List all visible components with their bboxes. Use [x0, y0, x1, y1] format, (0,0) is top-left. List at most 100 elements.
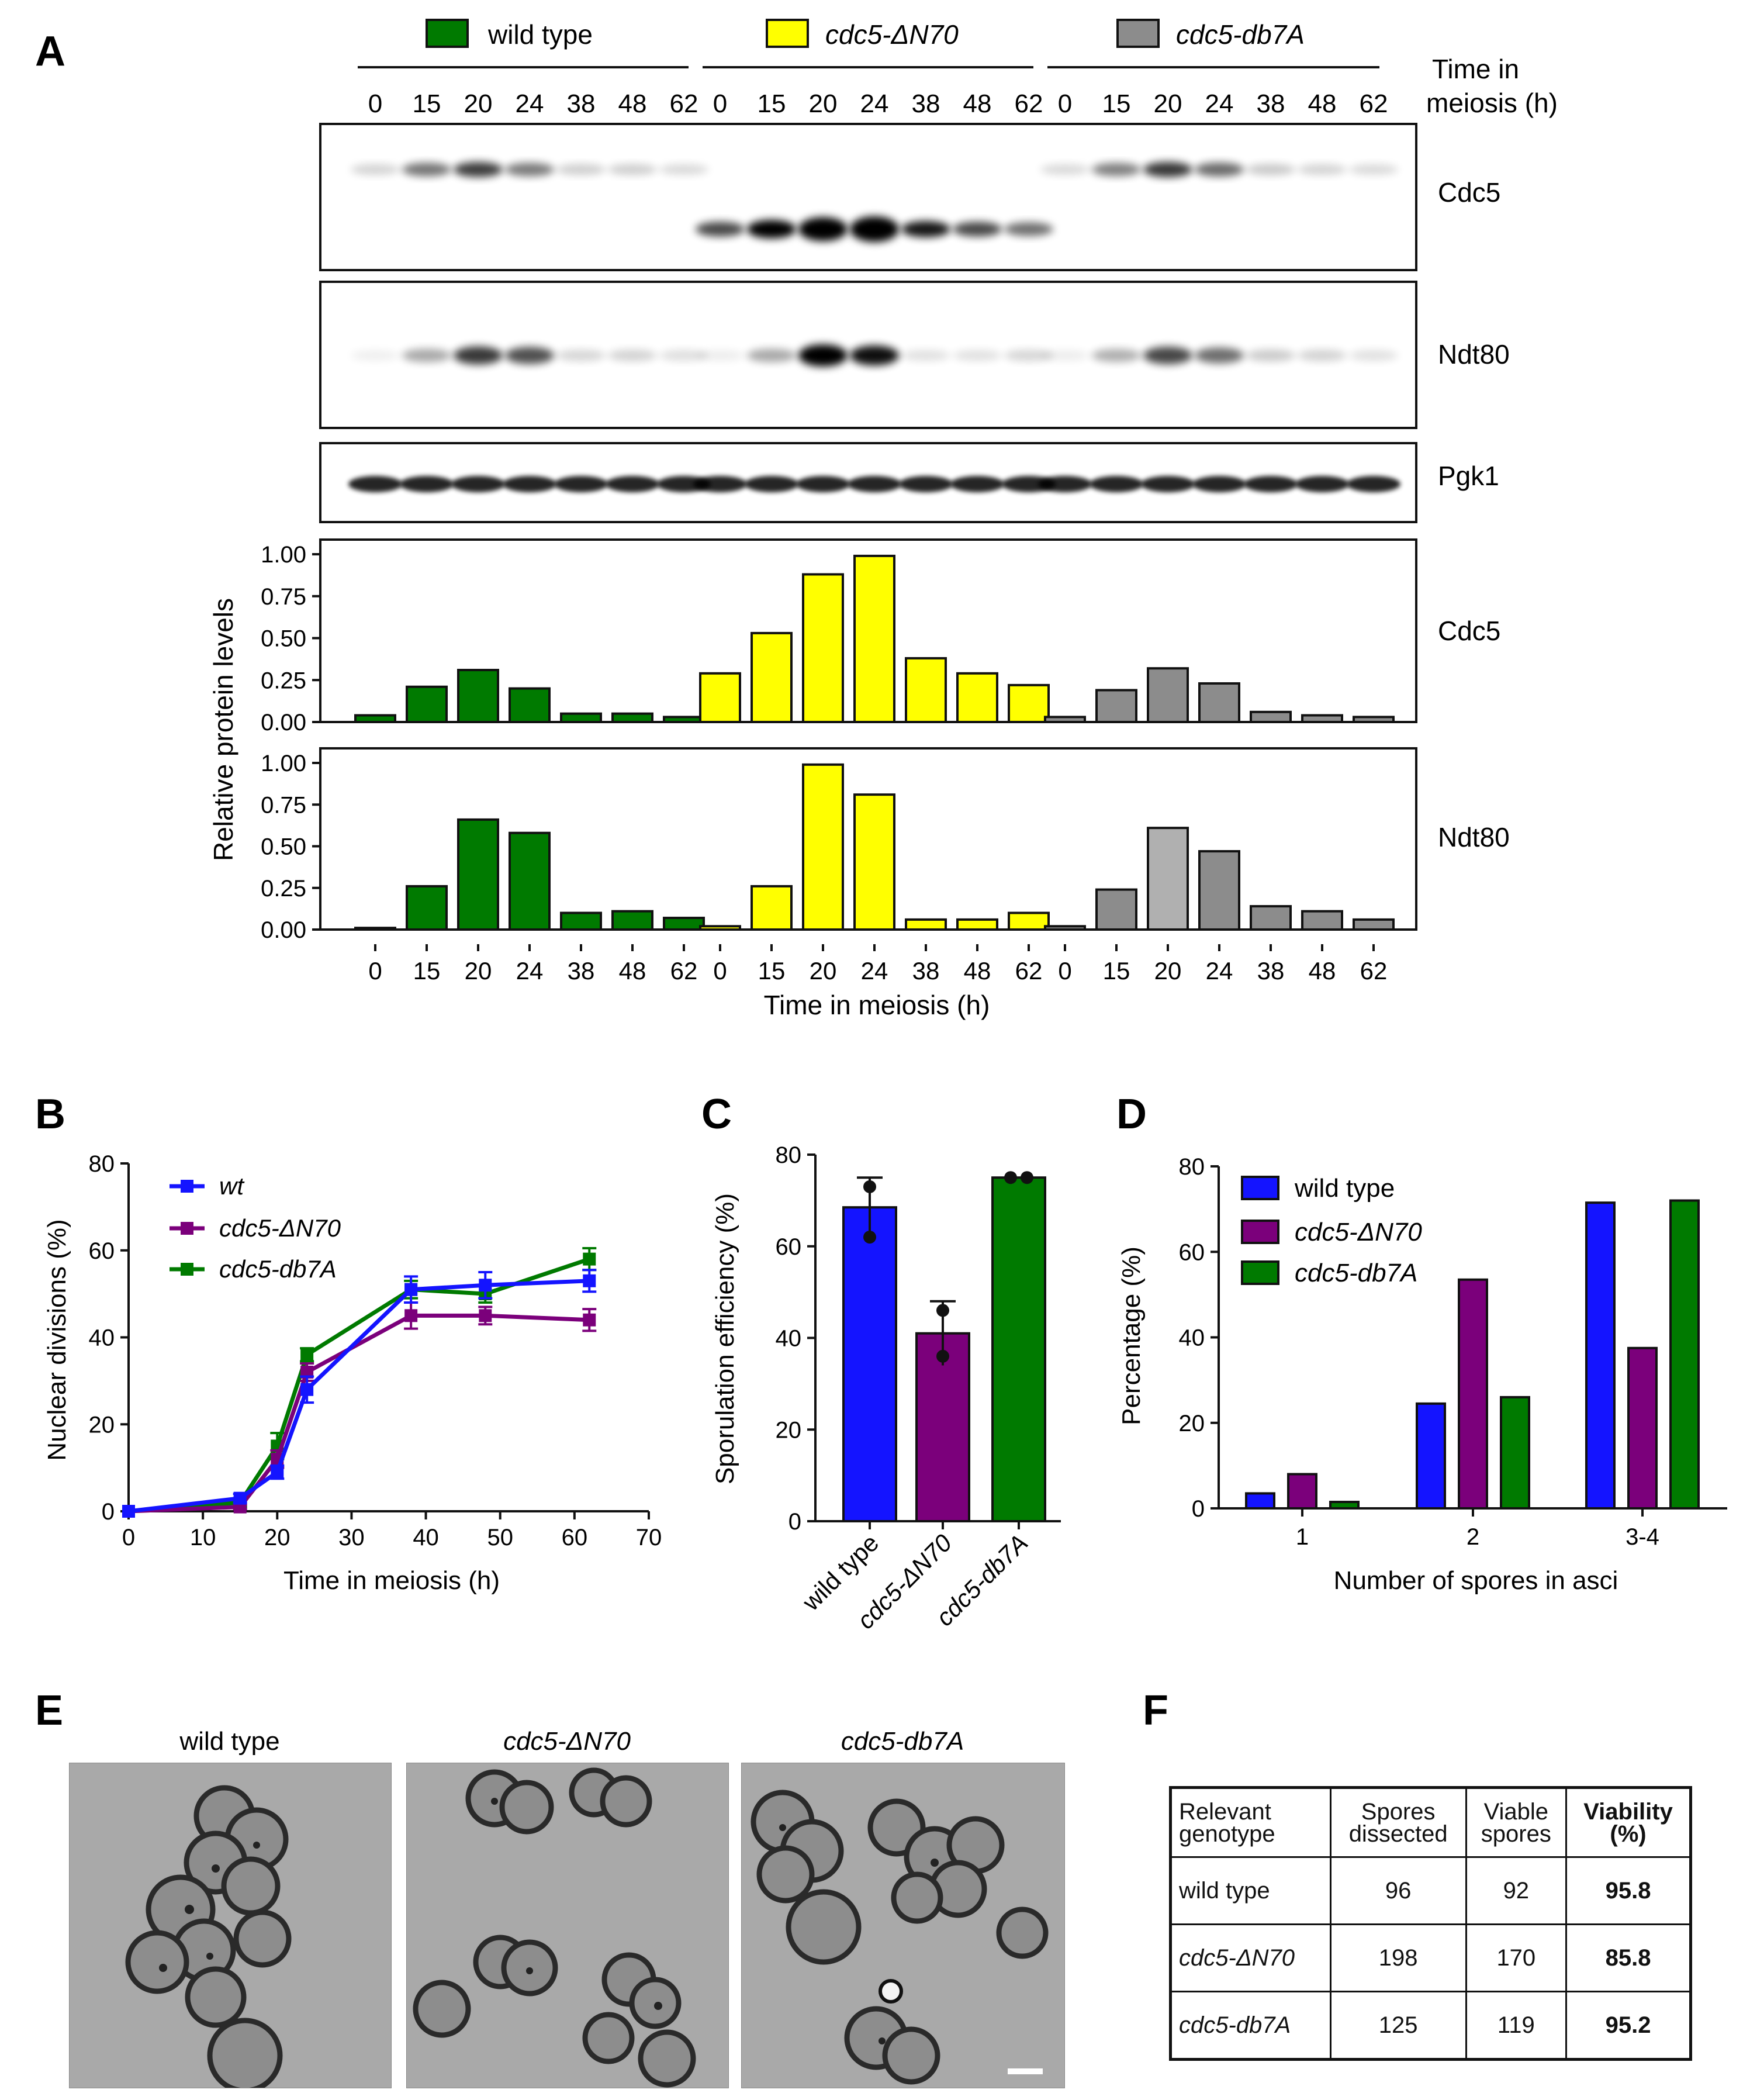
blot-band [1349, 350, 1398, 361]
blot-band [1092, 163, 1141, 177]
legend-label: cdc5-ΔN70 [219, 1214, 341, 1242]
blot-band [348, 476, 402, 492]
table-header-row: Relevant genotype Spores dissected Viable s… [1170, 1787, 1692, 1858]
y-tick-label: 20 [1179, 1411, 1205, 1436]
bar [1095, 689, 1137, 723]
y-tick-label: 0.25 [261, 668, 306, 693]
blot-band [1004, 222, 1053, 236]
chart-b-ylabel: Nuclear divisions (%) [43, 1219, 71, 1460]
lane-label: 20 [464, 89, 493, 118]
x-tick-label: 62 [1360, 957, 1388, 985]
micrograph-label-db7A: cdc5-db7A [841, 1727, 964, 1756]
blot-band [850, 216, 899, 242]
blot-band [1195, 163, 1244, 177]
legend-label: wt [219, 1172, 245, 1200]
blot-band [953, 350, 1002, 361]
bar [1198, 850, 1240, 931]
data-point [233, 1491, 247, 1505]
legend-swatch-wild-type [426, 19, 469, 48]
cell-viable: 92 [1465, 1856, 1568, 1925]
y-tick-label: 0.50 [261, 834, 306, 860]
cell-dissected: 125 [1329, 1991, 1467, 2060]
lane-label: 0 [713, 89, 727, 118]
data-point [479, 1279, 492, 1292]
data-point [1004, 1171, 1017, 1184]
x-tick-label: 20 [465, 957, 492, 985]
y-tick-label: 1.00 [261, 751, 306, 776]
bar [853, 554, 895, 723]
bar [560, 712, 602, 724]
lane-label: 38 [567, 89, 596, 118]
bar [1044, 716, 1086, 724]
time-header-line2: meiosis (h) [1426, 88, 1558, 118]
lane-label: 15 [758, 89, 786, 118]
legend-label-dN70: cdc5-ΔN70 [825, 19, 959, 50]
bar [611, 712, 653, 724]
blot-band [402, 348, 451, 362]
bar [1198, 682, 1240, 723]
cell-dissected: 96 [1329, 1856, 1467, 1925]
chart-c-ylabel: Sporulation efficiency (%) [711, 1193, 739, 1484]
header-dissected: Spores dissected [1329, 1787, 1467, 1858]
bar [663, 917, 705, 931]
y-tick-label: 80 [1179, 1154, 1205, 1180]
y-tick-label: 0.75 [261, 792, 306, 818]
x-tick-label: 24 [861, 957, 888, 985]
x-tick-label: 60 [562, 1525, 588, 1550]
lane-label: 62 [1360, 89, 1388, 118]
panel-label-b: B [35, 1091, 65, 1138]
lane-label: 24 [516, 89, 544, 118]
legend-label: cdc5-db7A [1295, 1259, 1417, 1287]
bar [1250, 905, 1292, 931]
legend-swatch-dN70 [766, 19, 809, 48]
x-tick-label: 0 [713, 957, 727, 985]
blot-cdc5-frame [319, 123, 1417, 271]
chart-a-cdc5-label: Cdc5 [1438, 616, 1500, 646]
blot-band [554, 476, 608, 492]
blot-band [1244, 476, 1298, 492]
bar [1008, 683, 1050, 723]
blot-band [402, 163, 451, 177]
bar [1500, 1396, 1530, 1510]
y-tick-label: 0 [788, 1509, 801, 1535]
blot-band [696, 350, 745, 361]
chart-d-xlabel: Number of spores in asci [1334, 1566, 1618, 1595]
legend-swatch [1241, 1176, 1279, 1200]
blot-band [608, 349, 657, 362]
lane-label: 38 [912, 89, 940, 118]
blot-band [1141, 476, 1195, 492]
header-viability: Viability (%) [1565, 1787, 1692, 1858]
bar [611, 910, 653, 931]
blot-ndt80-bands [351, 344, 1398, 367]
y-tick-label: 40 [776, 1326, 802, 1352]
bar [406, 685, 448, 723]
bar [751, 885, 793, 931]
x-tick-label: 2 [1467, 1524, 1479, 1550]
blot-band [1040, 350, 1090, 361]
header-viable: Viable spores [1465, 1787, 1568, 1858]
chart-b-xlabel: Time in meiosis (h) [283, 1566, 500, 1595]
blot-band [1349, 164, 1398, 175]
bar [1627, 1346, 1658, 1510]
x-tick-label: 62 [1015, 957, 1043, 985]
time-header-line1: Time in [1432, 54, 1519, 84]
chart-d-ylabel: Percentage (%) [1117, 1246, 1146, 1425]
bar [1044, 925, 1086, 931]
x-tick-label: 38 [568, 957, 595, 985]
y-tick-label: 0.00 [261, 710, 306, 735]
data-point [300, 1383, 314, 1396]
blot-band [901, 221, 950, 237]
blot-band [693, 476, 747, 492]
cell-genotype: wild type [1170, 1856, 1331, 1925]
bar [699, 925, 741, 931]
data-point [1021, 1171, 1033, 1184]
bar [663, 716, 705, 724]
lane-label: 48 [1308, 89, 1337, 118]
blot-band [606, 476, 659, 492]
bar [1585, 1201, 1616, 1510]
bar [1250, 710, 1292, 724]
bar [1416, 1402, 1446, 1510]
legend-swatch-db7A [1116, 19, 1160, 48]
blot-band [899, 476, 953, 492]
bar [1287, 1473, 1317, 1510]
